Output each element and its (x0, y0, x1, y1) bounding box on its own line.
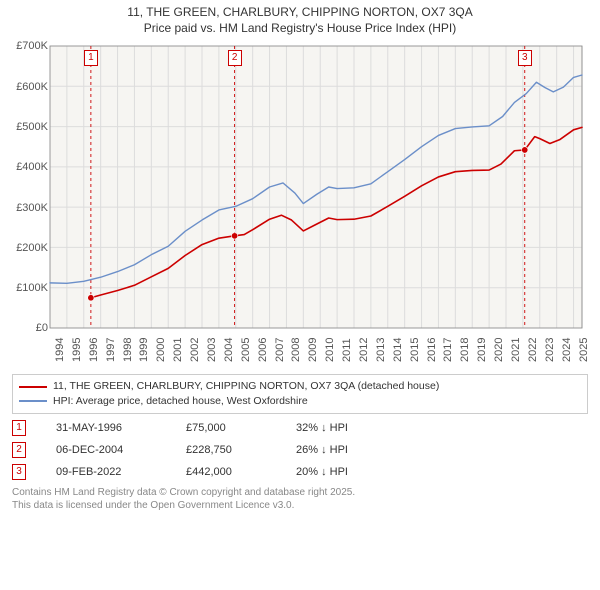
attribution-footer: Contains HM Land Registry data © Crown c… (12, 486, 588, 512)
sale-marker-icon: 2 (228, 50, 242, 66)
x-tick-label: 2021 (510, 338, 522, 362)
legend: 11, THE GREEN, CHARLBURY, CHIPPING NORTO… (12, 374, 588, 413)
x-tick-label: 2004 (223, 338, 235, 362)
chart-area: £0£100K£200K£300K£400K£500K£600K£700K199… (12, 40, 588, 370)
sale-marker-icon: 1 (84, 50, 98, 66)
sale-date: 31-MAY-1996 (56, 422, 156, 434)
x-tick-label: 2006 (257, 338, 269, 362)
x-tick-label: 2023 (544, 338, 556, 362)
footer-line: This data is licensed under the Open Gov… (12, 499, 588, 512)
sale-price: £75,000 (186, 422, 266, 434)
x-tick-label: 2012 (358, 338, 370, 362)
x-tick-label: 2016 (426, 338, 438, 362)
chart-title: 11, THE GREEN, CHARLBURY, CHIPPING NORTO… (0, 0, 600, 38)
x-tick-label: 2008 (290, 338, 302, 362)
x-tick-label: 2001 (172, 338, 184, 362)
x-tick-label: 1998 (122, 338, 134, 362)
table-row: 1 31-MAY-1996 £75,000 32% ↓ HPI (12, 420, 588, 436)
y-tick-label: £700K (8, 40, 48, 52)
y-tick-label: £300K (8, 202, 48, 214)
y-tick-label: £400K (8, 161, 48, 173)
x-tick-label: 2010 (324, 338, 336, 362)
x-tick-label: 1997 (105, 338, 117, 362)
sale-vs-hpi: 32% ↓ HPI (296, 422, 386, 434)
sale-table: 1 31-MAY-1996 £75,000 32% ↓ HPI 2 06-DEC… (12, 420, 588, 480)
title-line2: Price paid vs. HM Land Registry's House … (10, 20, 590, 36)
x-tick-label: 2017 (442, 338, 454, 362)
y-tick-label: £200K (8, 242, 48, 254)
x-tick-label: 1995 (71, 338, 83, 362)
x-tick-label: 2014 (392, 338, 404, 362)
sale-vs-hpi: 26% ↓ HPI (296, 444, 386, 456)
x-tick-label: 1999 (138, 338, 150, 362)
legend-swatch (19, 386, 47, 388)
x-tick-label: 2020 (493, 338, 505, 362)
sale-price: £228,750 (186, 444, 266, 456)
table-row: 2 06-DEC-2004 £228,750 26% ↓ HPI (12, 442, 588, 458)
sale-marker-icon: 3 (518, 50, 532, 66)
footer-line: Contains HM Land Registry data © Crown c… (12, 486, 588, 499)
y-tick-label: £500K (8, 121, 48, 133)
x-tick-label: 2018 (459, 338, 471, 362)
y-tick-label: £600K (8, 81, 48, 93)
legend-item: 11, THE GREEN, CHARLBURY, CHIPPING NORTO… (19, 379, 581, 394)
legend-item: HPI: Average price, detached house, West… (19, 394, 581, 409)
sale-marker-icon: 1 (12, 420, 26, 436)
line-chart (12, 40, 588, 370)
sale-vs-hpi: 20% ↓ HPI (296, 466, 386, 478)
x-tick-label: 2022 (527, 338, 539, 362)
x-tick-label: 1994 (54, 338, 66, 362)
sale-date: 09-FEB-2022 (56, 466, 156, 478)
x-tick-label: 2003 (206, 338, 218, 362)
sale-date: 06-DEC-2004 (56, 444, 156, 456)
x-tick-label: 2007 (274, 338, 286, 362)
legend-swatch (19, 400, 47, 402)
x-tick-label: 2005 (240, 338, 252, 362)
y-tick-label: £0 (8, 322, 48, 334)
x-tick-label: 2025 (578, 338, 590, 362)
sale-marker-icon: 2 (12, 442, 26, 458)
legend-label: 11, THE GREEN, CHARLBURY, CHIPPING NORTO… (53, 379, 439, 394)
x-tick-label: 2019 (476, 338, 488, 362)
x-tick-label: 2009 (307, 338, 319, 362)
sale-price: £442,000 (186, 466, 266, 478)
x-tick-label: 2002 (189, 338, 201, 362)
x-tick-label: 2013 (375, 338, 387, 362)
y-tick-label: £100K (8, 282, 48, 294)
x-tick-label: 1996 (88, 338, 100, 362)
sale-marker-icon: 3 (12, 464, 26, 480)
title-line1: 11, THE GREEN, CHARLBURY, CHIPPING NORTO… (10, 4, 590, 20)
x-tick-label: 2000 (155, 338, 167, 362)
table-row: 3 09-FEB-2022 £442,000 20% ↓ HPI (12, 464, 588, 480)
x-tick-label: 2011 (341, 339, 353, 363)
legend-label: HPI: Average price, detached house, West… (53, 394, 308, 409)
x-tick-label: 2015 (409, 338, 421, 362)
x-tick-label: 2024 (561, 338, 573, 362)
